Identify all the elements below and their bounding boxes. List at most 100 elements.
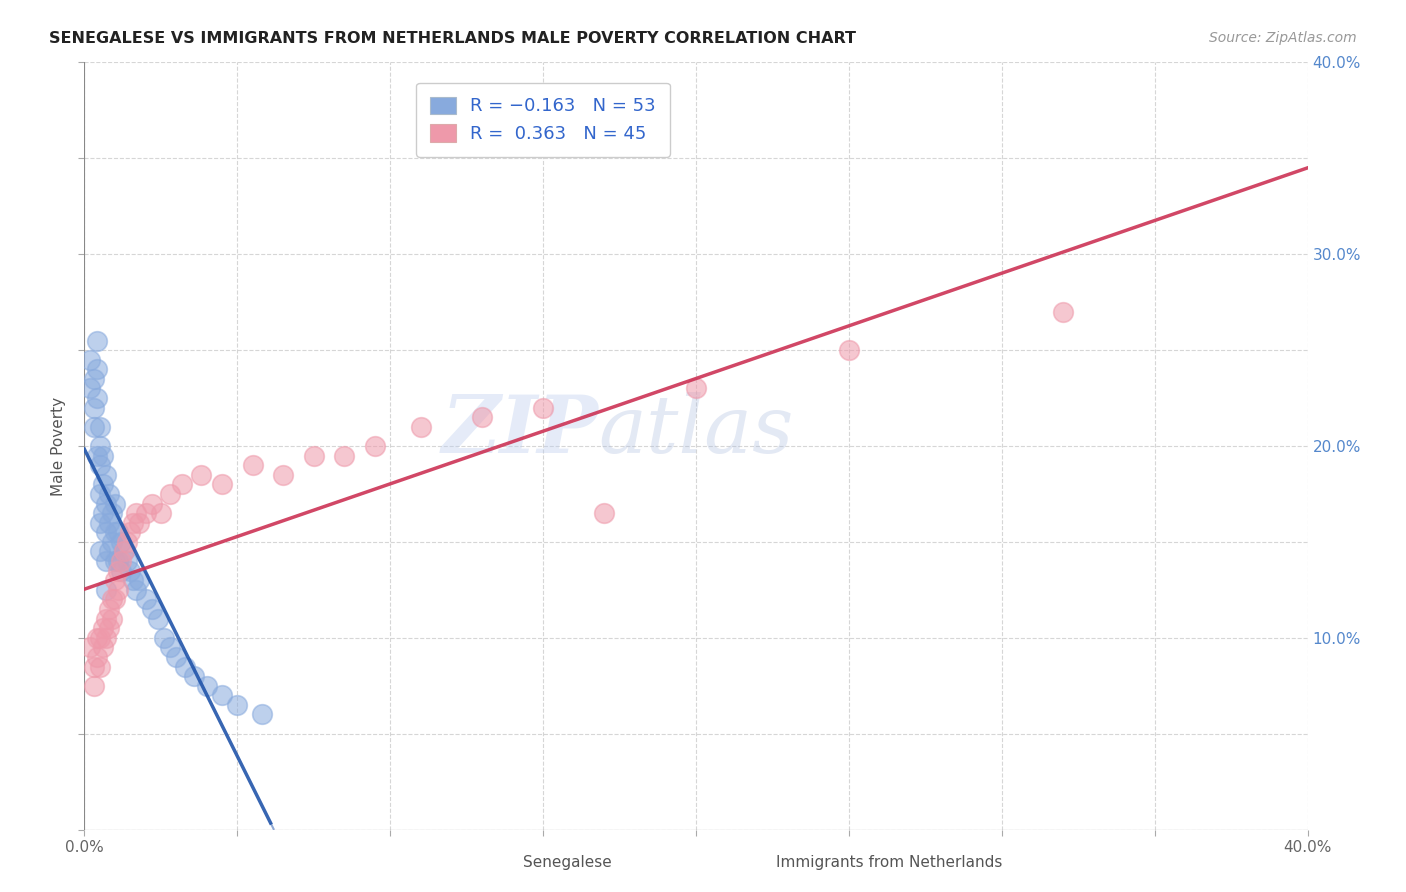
Point [94,631,117,645]
Point [79,382,101,396]
Point [94,525,117,540]
Point [211,689,233,703]
Point [107,582,129,597]
Point [101,612,124,626]
Point [86,334,108,348]
Point [135,592,157,607]
Point [122,574,145,588]
Point [104,592,127,607]
Point [195,679,218,693]
Point [104,525,127,540]
Point [101,592,124,607]
Point [86,631,108,645]
Point [83,659,105,673]
Point [83,420,105,434]
Point [104,496,127,510]
Point [1052,305,1074,319]
Point [242,458,264,473]
Point [838,343,860,358]
Point [89,544,111,558]
Point [83,372,105,386]
Point [531,401,554,415]
Point [153,631,176,645]
Point [86,449,108,463]
Point [409,420,432,434]
Point [593,506,616,520]
Point [83,401,105,415]
Point [94,467,117,482]
Point [104,554,127,568]
Point [190,467,212,482]
Point [471,410,494,425]
Point [86,391,108,405]
Point [79,640,101,655]
Point [149,506,172,520]
Point [174,659,197,673]
Point [211,477,233,491]
Text: ZIP: ZIP [441,392,598,469]
Point [128,516,150,530]
Point [250,707,273,722]
Point [120,564,142,578]
Point [101,535,124,549]
Point [112,544,135,558]
Text: SENEGALESE VS IMMIGRANTS FROM NETHERLANDS MALE POVERTY CORRELATION CHART: SENEGALESE VS IMMIGRANTS FROM NETHERLAND… [49,31,856,46]
Point [91,449,114,463]
Point [86,362,108,376]
Point [104,574,127,588]
Point [110,535,132,549]
Point [125,506,148,520]
Point [97,602,120,616]
Point [97,621,120,635]
Point [120,525,142,540]
Point [146,612,169,626]
Point [97,487,120,501]
Point [183,669,205,683]
Point [159,640,181,655]
Point [94,496,117,510]
Point [94,612,117,626]
Point [159,487,181,501]
Point [91,506,114,520]
Point [110,554,132,568]
Point [141,602,163,616]
Point [364,439,387,453]
Point [135,506,157,520]
Point [128,574,150,588]
Y-axis label: Male Poverty: Male Poverty [51,396,66,496]
Point [115,535,138,549]
Point [91,477,114,491]
Point [94,582,117,597]
Point [685,382,707,396]
Point [89,659,111,673]
Point [101,506,124,520]
Point [97,544,120,558]
Point [79,352,101,367]
Point [91,640,114,655]
Point [110,564,132,578]
Legend: R = −0.163   N = 53, R =  0.363   N = 45: R = −0.163 N = 53, R = 0.363 N = 45 [416,83,669,157]
Point [91,621,114,635]
Point [302,449,325,463]
Point [86,649,108,664]
Point [141,496,163,510]
Text: atlas: atlas [598,392,793,469]
Point [89,516,111,530]
Point [112,544,135,558]
Point [165,649,187,664]
Text: Senegalese: Senegalese [523,855,612,870]
Point [333,449,356,463]
Point [107,525,129,540]
Point [89,420,111,434]
Text: Immigrants from Netherlands: Immigrants from Netherlands [776,855,1002,870]
Point [89,458,111,473]
Point [83,679,105,693]
Point [89,439,111,453]
Point [94,554,117,568]
Point [271,467,294,482]
Text: Source: ZipAtlas.com: Source: ZipAtlas.com [1209,31,1357,45]
Point [172,477,194,491]
Point [226,698,249,712]
Point [115,554,138,568]
Point [89,487,111,501]
